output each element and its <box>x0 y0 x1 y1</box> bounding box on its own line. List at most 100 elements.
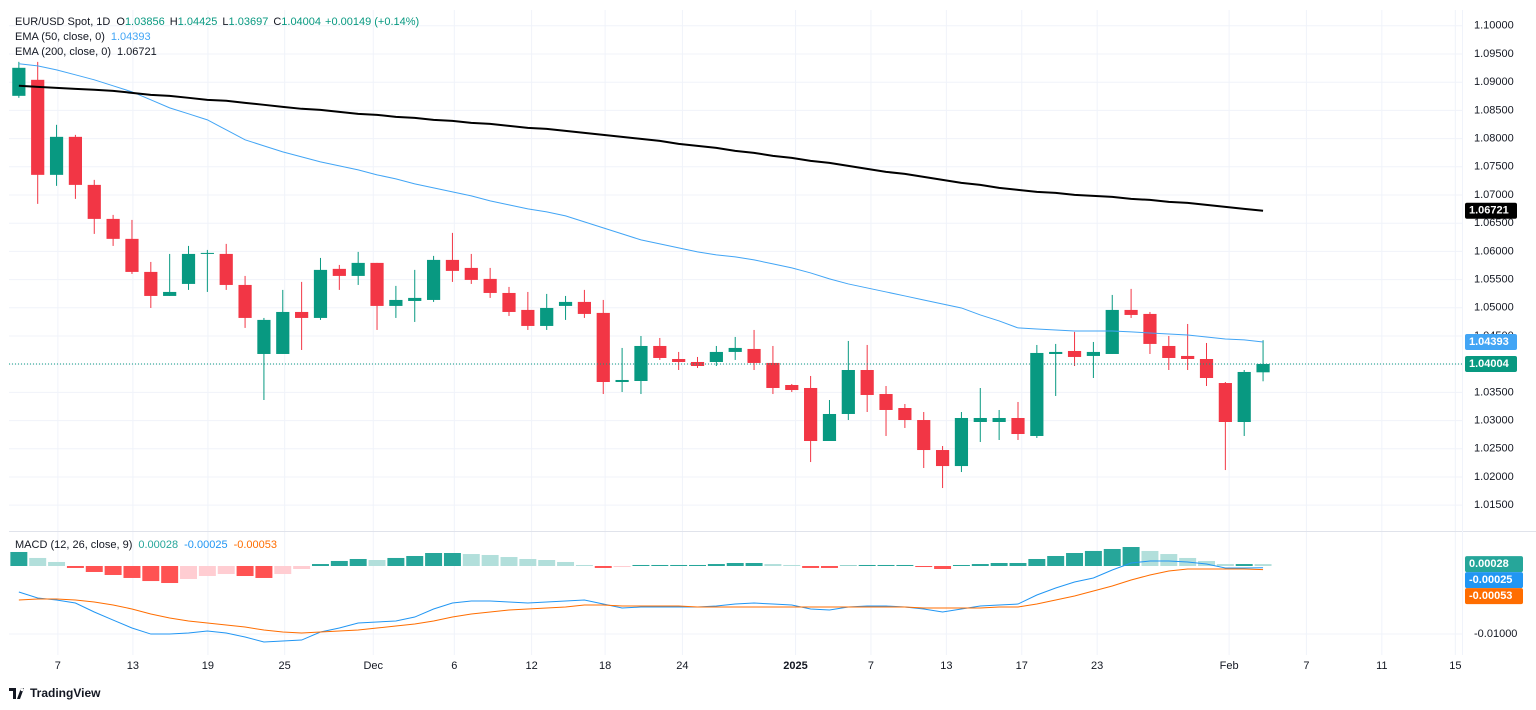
candle-body <box>1162 345 1176 358</box>
label-layer: 1.01500 1.02000 1.02500 1.03000 1.03500 1.040… <box>15 16 1523 672</box>
candle-body <box>1218 383 1232 422</box>
candle-body <box>1067 350 1082 357</box>
histogram-bar <box>1160 554 1178 567</box>
candle-body <box>68 136 83 185</box>
histogram-bar <box>915 566 933 568</box>
x-tick-label: 7 <box>1303 660 1309 672</box>
price-box <box>1465 334 1517 351</box>
candle-body <box>464 267 478 280</box>
candle-body <box>596 312 610 383</box>
histogram-bar <box>689 564 706 567</box>
histogram-bar <box>1047 555 1065 567</box>
histogram-bar <box>820 566 838 568</box>
indicator-box-label: -0.00053 <box>1469 590 1512 602</box>
candle-body <box>728 347 742 352</box>
histogram-bar <box>142 566 160 582</box>
y-tick-label: 1.01500 <box>1474 499 1514 511</box>
histogram-bar <box>934 566 952 569</box>
candle-body <box>954 417 969 467</box>
x-tick-label: Dec <box>363 660 383 672</box>
candle-body <box>483 278 497 293</box>
candle-body <box>1086 351 1100 356</box>
indicator-box <box>1465 588 1523 605</box>
candle-body <box>1049 351 1063 354</box>
x-tick-label: 17 <box>1016 660 1028 672</box>
x-tick-label: 19 <box>202 660 214 672</box>
legend-title: MACD (12, 26, close, 9) <box>15 539 132 551</box>
histogram-bar <box>519 558 537 567</box>
legend-name: EMA (200, close, 0) <box>15 46 111 58</box>
legend-value: 1.04393 <box>111 31 151 43</box>
ohlc-key: L <box>222 16 228 28</box>
price-box-label: 1.06721 <box>1469 205 1509 217</box>
histogram-bar <box>48 561 66 567</box>
candle-body <box>238 284 252 318</box>
legend-value: 0.00028 <box>138 539 178 551</box>
candle-body <box>1237 371 1251 422</box>
histogram-bar <box>85 566 103 572</box>
histogram-bar <box>481 554 499 567</box>
candle-body <box>766 362 780 388</box>
candle-body <box>1011 417 1025 435</box>
plot-layer <box>9 61 1462 643</box>
histogram-bar <box>274 566 292 575</box>
histogram-bar <box>236 566 254 577</box>
histogram-bar <box>161 566 179 584</box>
histogram-bar <box>500 557 518 567</box>
ohlc-value: 1.03856 <box>125 16 165 28</box>
logo-mark <box>9 688 24 699</box>
histogram-bar <box>858 564 876 567</box>
candle-body <box>690 361 705 366</box>
histogram-bar <box>255 566 273 578</box>
candle-body <box>408 297 422 301</box>
ohlc-value: 1.03697 <box>229 16 269 28</box>
histogram-bar <box>1235 564 1253 567</box>
candle-body <box>125 238 139 272</box>
brand-logo <box>9 688 24 699</box>
y-tick-label: 1.02500 <box>1474 443 1514 455</box>
y-tick-label: 1.02000 <box>1474 471 1514 483</box>
x-tick-label: 15 <box>1449 660 1461 672</box>
candle-body <box>992 417 1006 422</box>
candle-body <box>822 413 837 442</box>
histogram-bar <box>557 561 575 567</box>
x-tick-label: 7 <box>868 660 874 672</box>
indicator-box <box>1465 556 1523 573</box>
candle-body <box>106 218 120 239</box>
candle-body <box>1199 358 1214 379</box>
candle-body <box>1105 309 1119 354</box>
legend-value: 1.06721 <box>117 46 157 58</box>
candle-body <box>1143 313 1157 344</box>
candle-body <box>804 387 818 442</box>
candle-body <box>426 259 441 300</box>
histogram-bar <box>66 566 84 568</box>
candle-body <box>898 408 912 421</box>
candle-body <box>144 271 158 296</box>
candle-body <box>1181 355 1195 359</box>
histogram-bar <box>217 566 235 575</box>
candle-body <box>257 319 271 354</box>
x-tick-label: 11 <box>1376 660 1387 672</box>
histogram-bar <box>1103 548 1121 567</box>
y-tick-label: 1.06500 <box>1474 217 1514 229</box>
x-tick-label: Feb <box>1220 660 1239 672</box>
legend-value: -0.00053 <box>234 539 277 551</box>
histogram-bar <box>443 553 461 567</box>
indicator-box-label: -0.00025 <box>1469 574 1512 586</box>
macd-line <box>18 568 1264 634</box>
ohlc-value: 1.04425 <box>178 16 218 28</box>
candle-body <box>445 259 460 271</box>
histogram-bar <box>180 566 197 579</box>
histogram-bar <box>1216 564 1234 567</box>
histogram-bar <box>462 554 480 567</box>
y-tick-label: 1.08500 <box>1474 104 1514 116</box>
histogram-bar <box>1141 550 1159 567</box>
histogram-bar <box>802 566 820 568</box>
histogram-bar <box>330 560 348 567</box>
candle-body <box>879 394 893 410</box>
x-tick-label: 13 <box>127 660 139 672</box>
y-tick-label: -0.01000 <box>1474 628 1517 640</box>
candle-body <box>841 369 855 414</box>
histogram-bar <box>745 563 763 567</box>
candle-body <box>935 450 950 467</box>
